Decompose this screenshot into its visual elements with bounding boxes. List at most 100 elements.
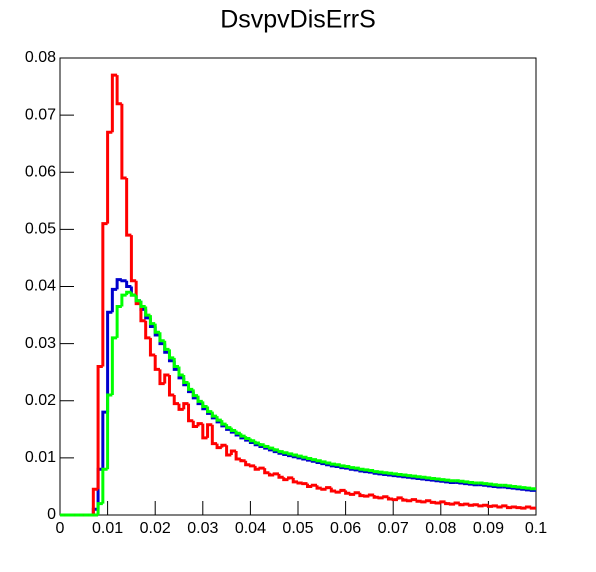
histogram-step — [296, 481, 303, 485]
histogram-step — [158, 369, 165, 386]
histogram-step — [101, 467, 108, 504]
histogram-step — [220, 443, 227, 448]
histogram-step — [201, 423, 208, 440]
histogram-step — [196, 395, 203, 403]
histogram-step — [372, 495, 379, 499]
histogram-step — [215, 416, 222, 422]
histogram-step — [306, 456, 313, 460]
histogram-step — [229, 449, 237, 456]
histogram-step — [515, 506, 522, 510]
histogram-step — [286, 452, 294, 456]
histogram-step — [410, 474, 417, 478]
histogram-step — [325, 486, 332, 490]
x-tick-label: 0.01 — [92, 520, 123, 537]
histogram-step — [234, 430, 241, 435]
histogram-step — [106, 130, 113, 224]
histogram-step — [344, 464, 351, 468]
histogram-step — [367, 493, 375, 497]
y-tick-label: 0.02 — [25, 392, 56, 409]
histogram-step — [439, 500, 446, 504]
y-tick-label: 0.08 — [25, 49, 56, 66]
histogram-step — [520, 486, 527, 490]
histogram-step — [372, 470, 379, 474]
histogram-step — [182, 375, 189, 384]
histogram-step — [386, 471, 394, 475]
histogram-step — [253, 440, 260, 445]
histogram-step — [358, 467, 365, 471]
histogram-step — [425, 476, 432, 480]
histogram-step — [367, 468, 375, 472]
histogram-step — [396, 472, 403, 476]
histogram-step — [225, 424, 232, 430]
y-tick-label: 0 — [47, 506, 56, 523]
x-tick-label: 0.02 — [140, 520, 171, 537]
histogram-step — [167, 375, 175, 397]
histogram-step — [358, 492, 365, 498]
histogram-step — [267, 446, 275, 450]
histogram-step — [139, 303, 146, 323]
histogram-step — [210, 424, 218, 446]
histogram-step — [277, 449, 284, 454]
histogram-step — [115, 278, 122, 290]
histogram-step — [225, 445, 232, 457]
histogram-step — [310, 483, 318, 487]
histogram-step — [353, 466, 360, 470]
x-tick-label: 0.09 — [473, 520, 504, 537]
histogram-step — [463, 502, 470, 506]
histogram-step — [444, 478, 451, 482]
histogram-step — [144, 320, 151, 340]
x-tick-label: 0 — [56, 520, 65, 537]
histogram-step — [391, 472, 398, 476]
histogram-step — [505, 505, 513, 510]
histogram-step — [405, 499, 413, 503]
histogram-step — [467, 480, 475, 484]
histogram-step — [382, 471, 389, 475]
histogram-step — [96, 502, 103, 515]
histogram-step — [529, 506, 536, 510]
histogram-step — [201, 401, 208, 408]
histogram-step — [363, 468, 370, 472]
histogram-step — [267, 472, 275, 477]
histogram-step — [520, 506, 527, 510]
histogram-step — [153, 323, 160, 334]
histogram-step — [134, 295, 141, 303]
histogram-step — [239, 459, 246, 463]
histogram-step — [291, 453, 298, 457]
histogram-step — [272, 472, 279, 476]
histogram-step — [396, 496, 403, 500]
histogram-step — [301, 482, 308, 486]
y-tick-label: 0.06 — [25, 163, 56, 180]
histogram-step — [291, 477, 298, 484]
histogram-step — [496, 505, 503, 509]
histogram-step — [491, 504, 498, 508]
histogram-step — [510, 484, 517, 488]
histogram-step — [344, 490, 351, 495]
histogram-step — [348, 466, 356, 470]
histogram-step — [510, 505, 517, 509]
histogram-step — [434, 477, 441, 481]
histogram-step — [339, 488, 346, 493]
histogram-step — [282, 451, 289, 455]
histogram-step — [348, 492, 356, 496]
histogram-step — [134, 280, 141, 306]
histogram-step — [110, 287, 118, 313]
histogram-step — [191, 389, 199, 398]
histogram-step — [377, 470, 384, 474]
histogram-step — [177, 403, 184, 411]
histogram-step — [229, 427, 237, 432]
histogram-step — [115, 304, 122, 338]
histogram-step — [296, 454, 303, 458]
histogram-step — [415, 475, 422, 479]
histogram-step — [187, 403, 194, 423]
histogram-step — [263, 444, 270, 448]
histogram-step — [96, 364, 103, 490]
y-tick-label: 0.04 — [25, 278, 56, 295]
histogram-step — [210, 411, 218, 418]
histogram-step — [401, 473, 408, 477]
histogram-step — [386, 496, 394, 501]
histogram-step — [334, 463, 341, 467]
histogram-step — [125, 280, 132, 288]
histogram-step — [248, 438, 256, 443]
histogram-step — [110, 73, 118, 133]
